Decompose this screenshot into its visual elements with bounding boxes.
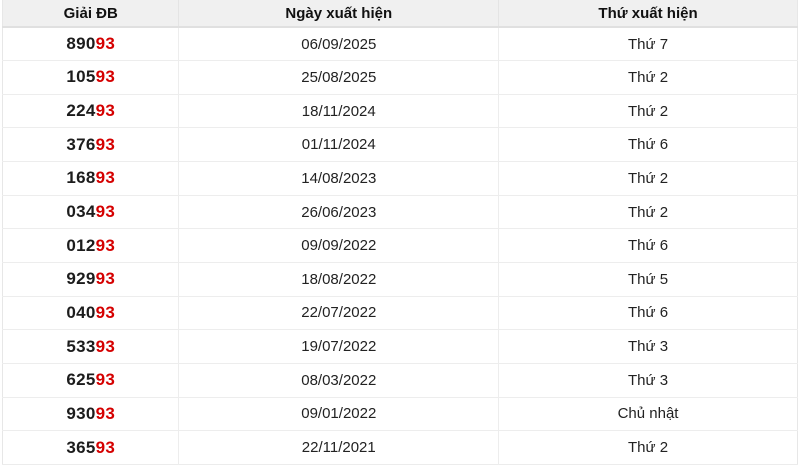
prize-cell: 93093: [2, 396, 179, 431]
prize-prefix: 034: [66, 202, 96, 222]
date-cell: 25/08/2025: [178, 60, 499, 95]
weekday-cell: Thứ 3: [498, 329, 798, 364]
date-cell: 09/09/2022: [178, 228, 499, 263]
table-row: 53393 19/07/2022 Thứ 3: [2, 329, 798, 364]
table-row: 93093 09/01/2022 Chủ nhật: [2, 396, 798, 431]
prize-suffix-highlight: 93: [95, 302, 116, 322]
weekday-cell: Chủ nhật: [498, 396, 798, 431]
prize-cell: 10593: [2, 60, 179, 95]
weekday-cell: Thứ 6: [498, 127, 798, 162]
weekday-cell: Thứ 2: [498, 60, 798, 95]
table-row: 89093 06/09/2025 Thứ 7: [2, 27, 798, 61]
table-row: 04093 22/07/2022 Thứ 6: [2, 295, 798, 330]
prize-suffix-highlight: 93: [95, 336, 116, 356]
prize-suffix-highlight: 93: [95, 370, 116, 390]
table-row: 62593 08/03/2022 Thứ 3: [2, 362, 798, 398]
prize-cell: 01293: [2, 228, 179, 263]
weekday-cell: Thứ 3: [498, 362, 798, 398]
weekday-cell: Thứ 2: [498, 430, 798, 465]
prize-cell: 22493: [2, 93, 179, 128]
table-row: 22493 18/11/2024 Thứ 2: [2, 93, 798, 128]
prize-cell: 04093: [2, 295, 179, 330]
date-cell: 22/07/2022: [178, 295, 499, 330]
prize-suffix-highlight: 93: [95, 202, 116, 222]
prize-suffix-highlight: 93: [95, 168, 116, 188]
prize-prefix: 930: [66, 403, 96, 423]
prize-cell: 16893: [2, 161, 179, 196]
table-row: 36593 22/11/2021 Thứ 2: [2, 430, 798, 465]
table-header-row: Giải ĐB Ngày xuất hiện Thứ xuất hiện: [2, 0, 798, 28]
prize-prefix: 533: [66, 336, 96, 356]
weekday-cell: Thứ 6: [498, 295, 798, 330]
weekday-cell: Thứ 5: [498, 261, 798, 297]
weekday-cell: Thứ 7: [498, 27, 798, 61]
table-row: 37693 01/11/2024 Thứ 6: [2, 127, 798, 162]
table-row: 01293 09/09/2022 Thứ 6: [2, 228, 798, 263]
date-cell: 08/03/2022: [178, 362, 499, 398]
date-cell: 19/07/2022: [178, 329, 499, 364]
date-cell: 22/11/2021: [178, 430, 499, 465]
date-cell: 01/11/2024: [178, 127, 499, 162]
date-cell: 18/08/2022: [178, 261, 499, 297]
prize-cell: 92993: [2, 261, 179, 297]
column-header-date: Ngày xuất hiện: [178, 0, 499, 28]
prize-prefix: 224: [66, 101, 96, 121]
prize-prefix: 040: [66, 302, 96, 322]
prize-prefix: 376: [66, 134, 96, 154]
prize-cell: 53393: [2, 329, 179, 364]
prize-cell: 03493: [2, 194, 179, 229]
prize-suffix-highlight: 93: [95, 134, 116, 154]
table-row: 03493 26/06/2023 Thứ 2: [2, 194, 798, 229]
date-cell: 26/06/2023: [178, 194, 499, 229]
prize-prefix: 890: [66, 34, 96, 54]
prize-suffix-highlight: 93: [95, 269, 116, 289]
prize-suffix-highlight: 93: [95, 235, 116, 255]
prize-prefix: 365: [66, 437, 96, 457]
prize-prefix: 012: [66, 235, 96, 255]
table-body: 89093 06/09/2025 Thứ 7 10593 25/08/2025 Thứ 2…: [2, 27, 798, 465]
date-cell: 06/09/2025: [178, 27, 499, 61]
prize-cell: 89093: [2, 27, 179, 61]
table-row: 10593 25/08/2025 Thứ 2: [2, 60, 798, 95]
table-row: 16893 14/08/2023 Thứ 2: [2, 161, 798, 196]
prize-cell: 62593: [2, 362, 179, 398]
prize-prefix: 929: [66, 269, 96, 289]
date-cell: 14/08/2023: [178, 161, 499, 196]
prize-prefix: 105: [66, 67, 96, 87]
date-cell: 18/11/2024: [178, 93, 499, 128]
column-header-weekday: Thứ xuất hiện: [498, 0, 798, 28]
prize-prefix: 625: [66, 370, 96, 390]
prize-suffix-highlight: 93: [95, 403, 116, 423]
column-header-prize: Giải ĐB: [2, 0, 179, 28]
prize-cell: 36593: [2, 430, 179, 465]
prize-prefix: 168: [66, 168, 96, 188]
prize-suffix-highlight: 93: [95, 67, 116, 87]
prize-suffix-highlight: 93: [95, 34, 116, 54]
table-row: 92993 18/08/2022 Thứ 5: [2, 261, 798, 297]
weekday-cell: Thứ 2: [498, 93, 798, 128]
prize-suffix-highlight: 93: [95, 437, 116, 457]
date-cell: 09/01/2022: [178, 396, 499, 431]
weekday-cell: Thứ 2: [498, 161, 798, 196]
prize-suffix-highlight: 93: [95, 101, 116, 121]
weekday-cell: Thứ 6: [498, 228, 798, 263]
weekday-cell: Thứ 2: [498, 194, 798, 229]
prize-cell: 37693: [2, 127, 179, 162]
